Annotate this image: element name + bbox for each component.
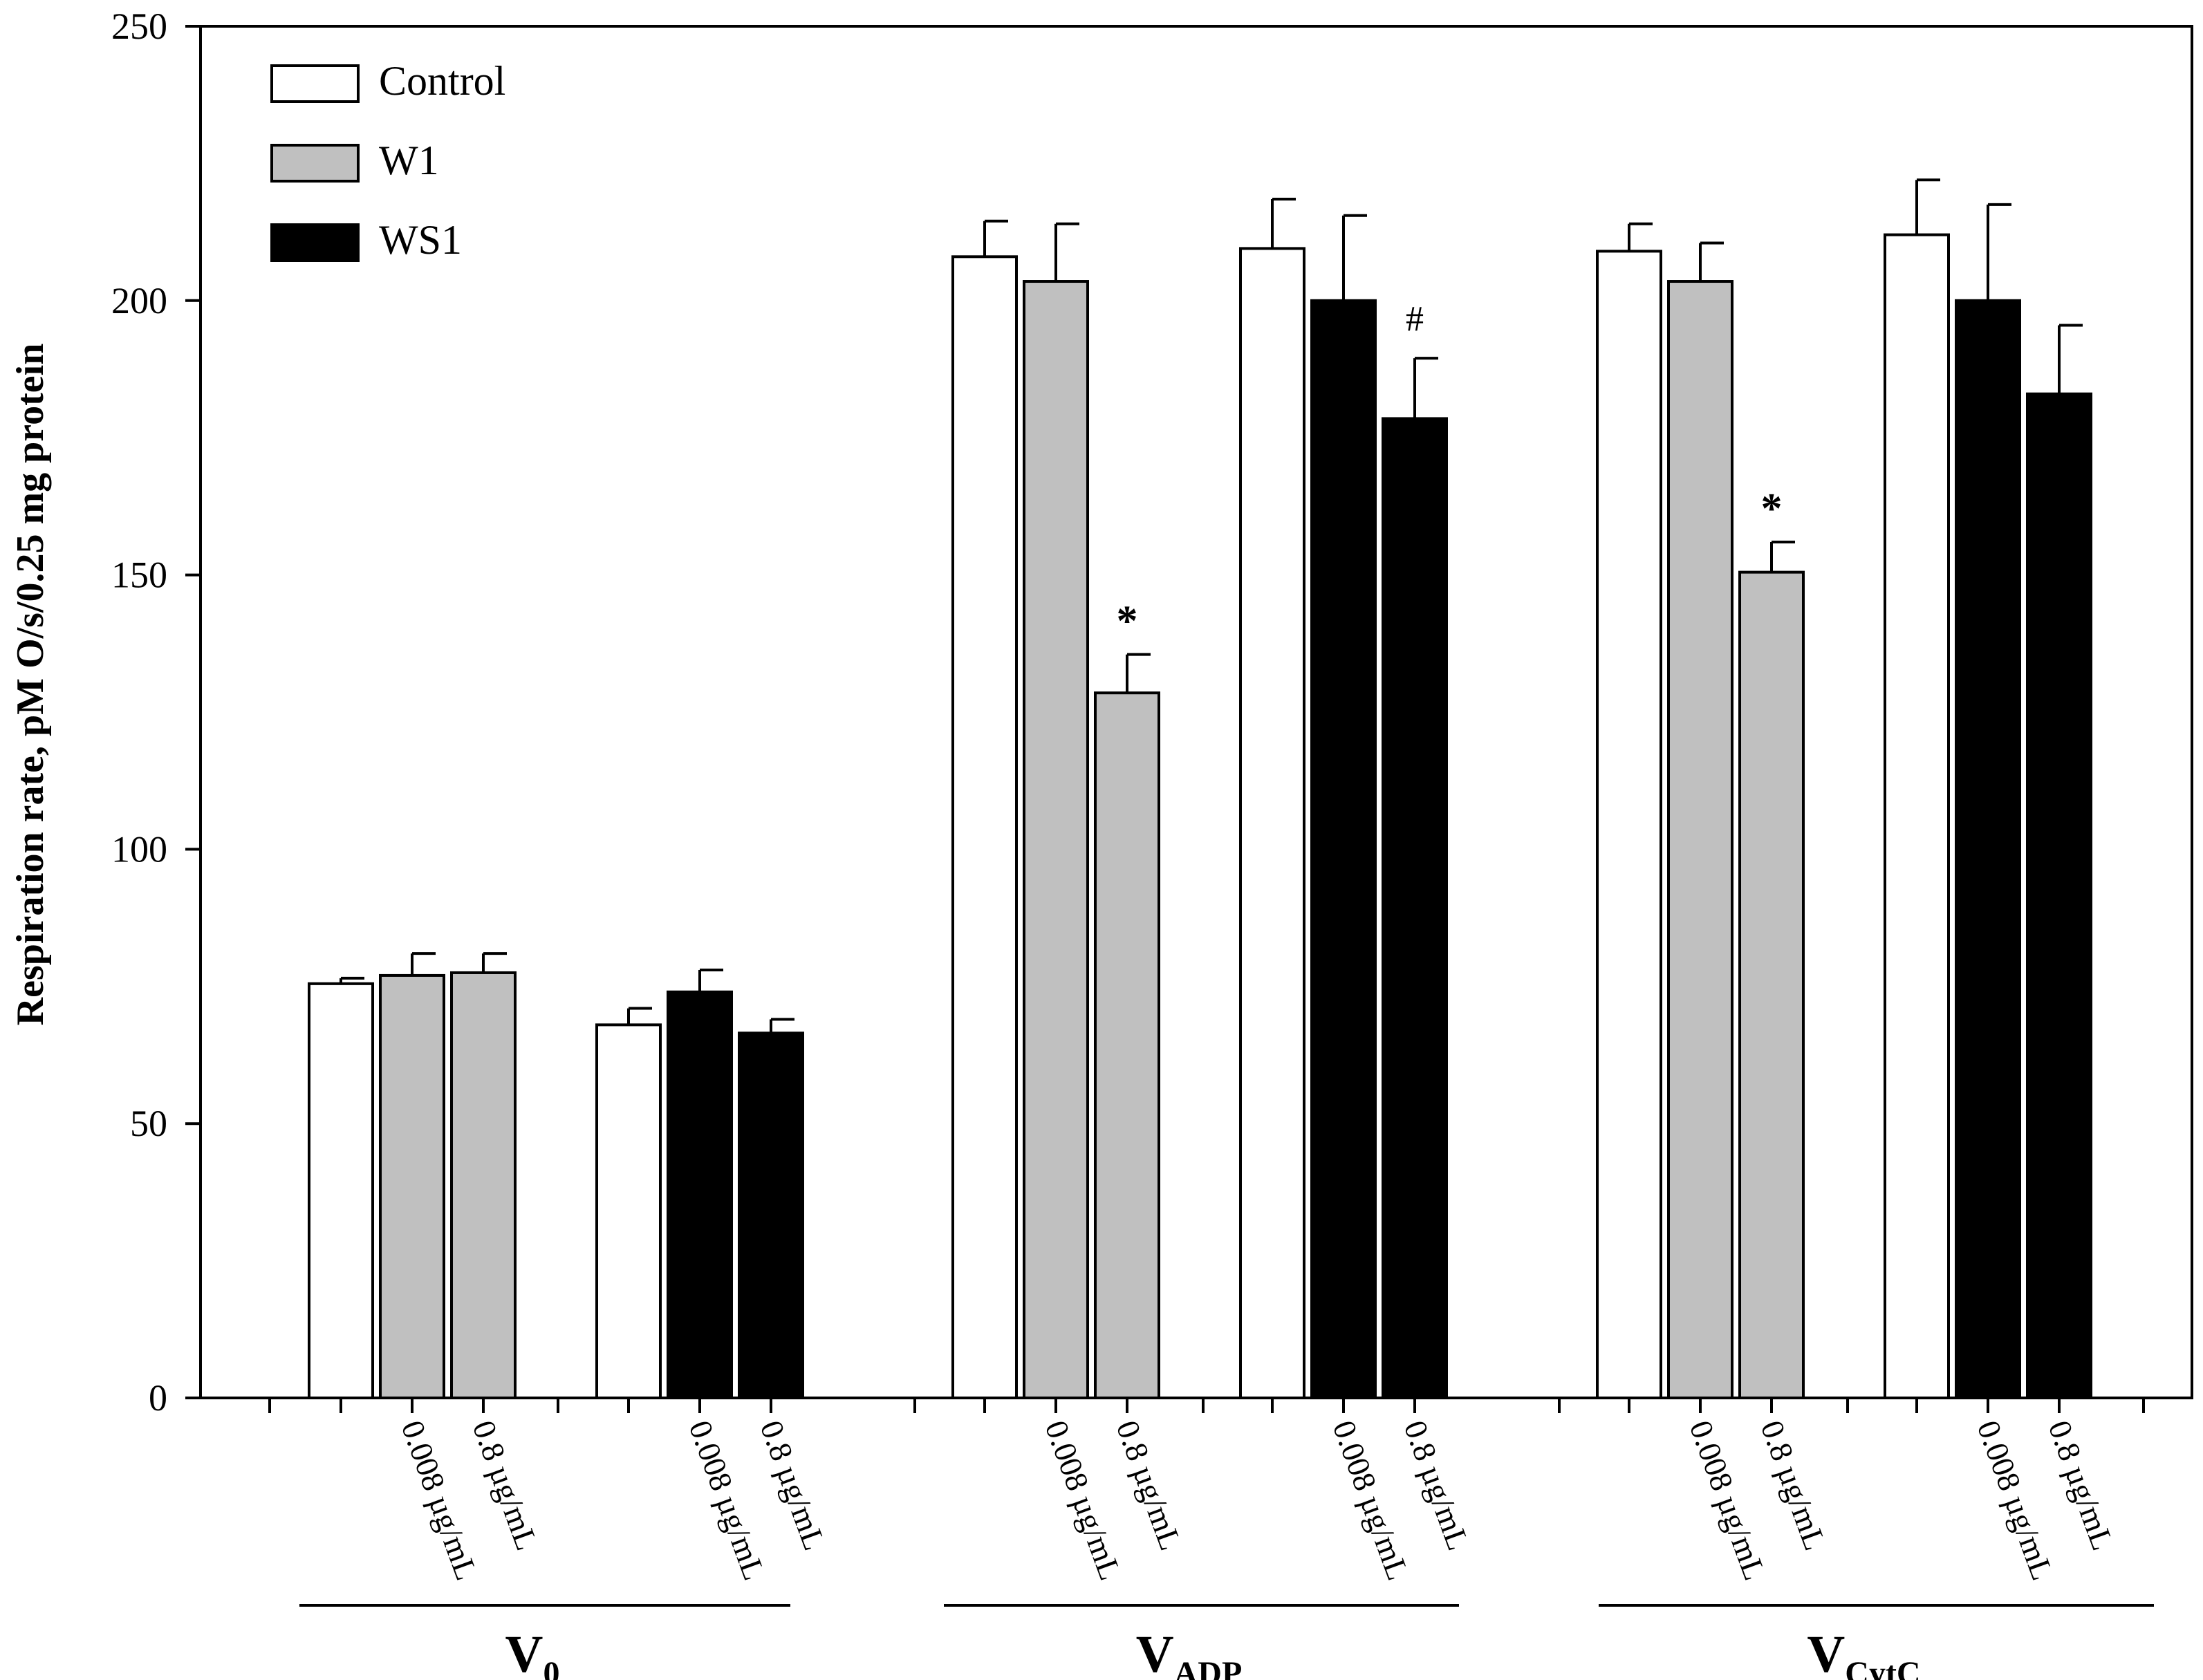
- bar-control: [951, 255, 1018, 1399]
- bar-w1: [379, 973, 445, 1399]
- bar-w1: [1023, 280, 1089, 1399]
- bar-ws1: [2026, 392, 2092, 1399]
- group-label-sub: CytC: [1845, 1655, 1920, 1680]
- legend: Control W1 WS1: [270, 58, 505, 263]
- legend-label: W1: [379, 138, 439, 183]
- group-label-sub: 0: [543, 1655, 559, 1680]
- y-tick-label: 250: [111, 6, 167, 47]
- dose-label: 0.8 µg/mL: [466, 1416, 546, 1555]
- group-label: VADP: [1136, 1625, 1243, 1680]
- bar-w1: [1738, 570, 1805, 1400]
- bar-control: [308, 982, 374, 1400]
- bar-control: [1596, 250, 1662, 1400]
- y-tick-label: 200: [111, 280, 167, 321]
- group-label: V0: [505, 1625, 560, 1680]
- group-label-sub: ADP: [1174, 1655, 1243, 1680]
- dose-label: 0.8 µg/mL: [2042, 1416, 2121, 1555]
- x-axis: 0.008 µg/mL0.8 µg/mL 0.008 µg/mL0.8 µg/mL…: [268, 1398, 2145, 1585]
- plot-frame: [199, 25, 2193, 1399]
- bar-ws1: [1382, 417, 1448, 1400]
- plot-border: [199, 25, 2193, 1399]
- bar-ws1: [667, 990, 733, 1399]
- legend-swatch: [270, 223, 360, 262]
- bar-control: [1884, 233, 1950, 1399]
- bar-w1: [1094, 691, 1160, 1399]
- y-tick-label: 0: [149, 1377, 167, 1419]
- group-labels: V0 VADP VCytC: [299, 1604, 2154, 1680]
- group-label: VCytC: [1807, 1625, 1920, 1680]
- dose-label: 0.8 µg/mL: [754, 1416, 833, 1555]
- bars: * # *: [308, 178, 2092, 1400]
- legend-swatch: [270, 64, 360, 103]
- bar-control: [595, 1023, 662, 1400]
- significance-marker: *: [1117, 598, 1138, 645]
- legend-label: Control: [379, 58, 505, 104]
- y-axis-title: Respiration rate, pM O/s/0.25 mg protein: [9, 344, 52, 1026]
- dose-label: 0.8 µg/mL: [1110, 1416, 1189, 1555]
- bar-ws1: [1955, 299, 2021, 1399]
- bar-control: [1239, 247, 1305, 1400]
- y-axis: 0 50 100 150 200 250: [111, 6, 201, 1419]
- significance-marker: *: [1761, 485, 1783, 532]
- bar-ws1: [738, 1032, 804, 1399]
- group-label-main: V: [1807, 1625, 1845, 1680]
- y-tick-label: 100: [111, 828, 167, 870]
- bar-w1: [450, 971, 517, 1399]
- group-label-main: V: [505, 1625, 543, 1680]
- dose-label: 0.8 µg/mL: [1754, 1416, 1834, 1555]
- y-tick-label: 50: [130, 1103, 167, 1144]
- group-label-main: V: [1136, 1625, 1174, 1680]
- legend-swatch: [270, 144, 360, 183]
- significance-marker: #: [1406, 299, 1424, 339]
- y-tick-label: 150: [111, 554, 167, 596]
- bar-ws1: [1310, 299, 1377, 1399]
- bar-w1: [1667, 280, 1733, 1399]
- dose-label: 0.8 µg/mL: [1397, 1416, 1477, 1555]
- legend-label: WS1: [379, 217, 462, 263]
